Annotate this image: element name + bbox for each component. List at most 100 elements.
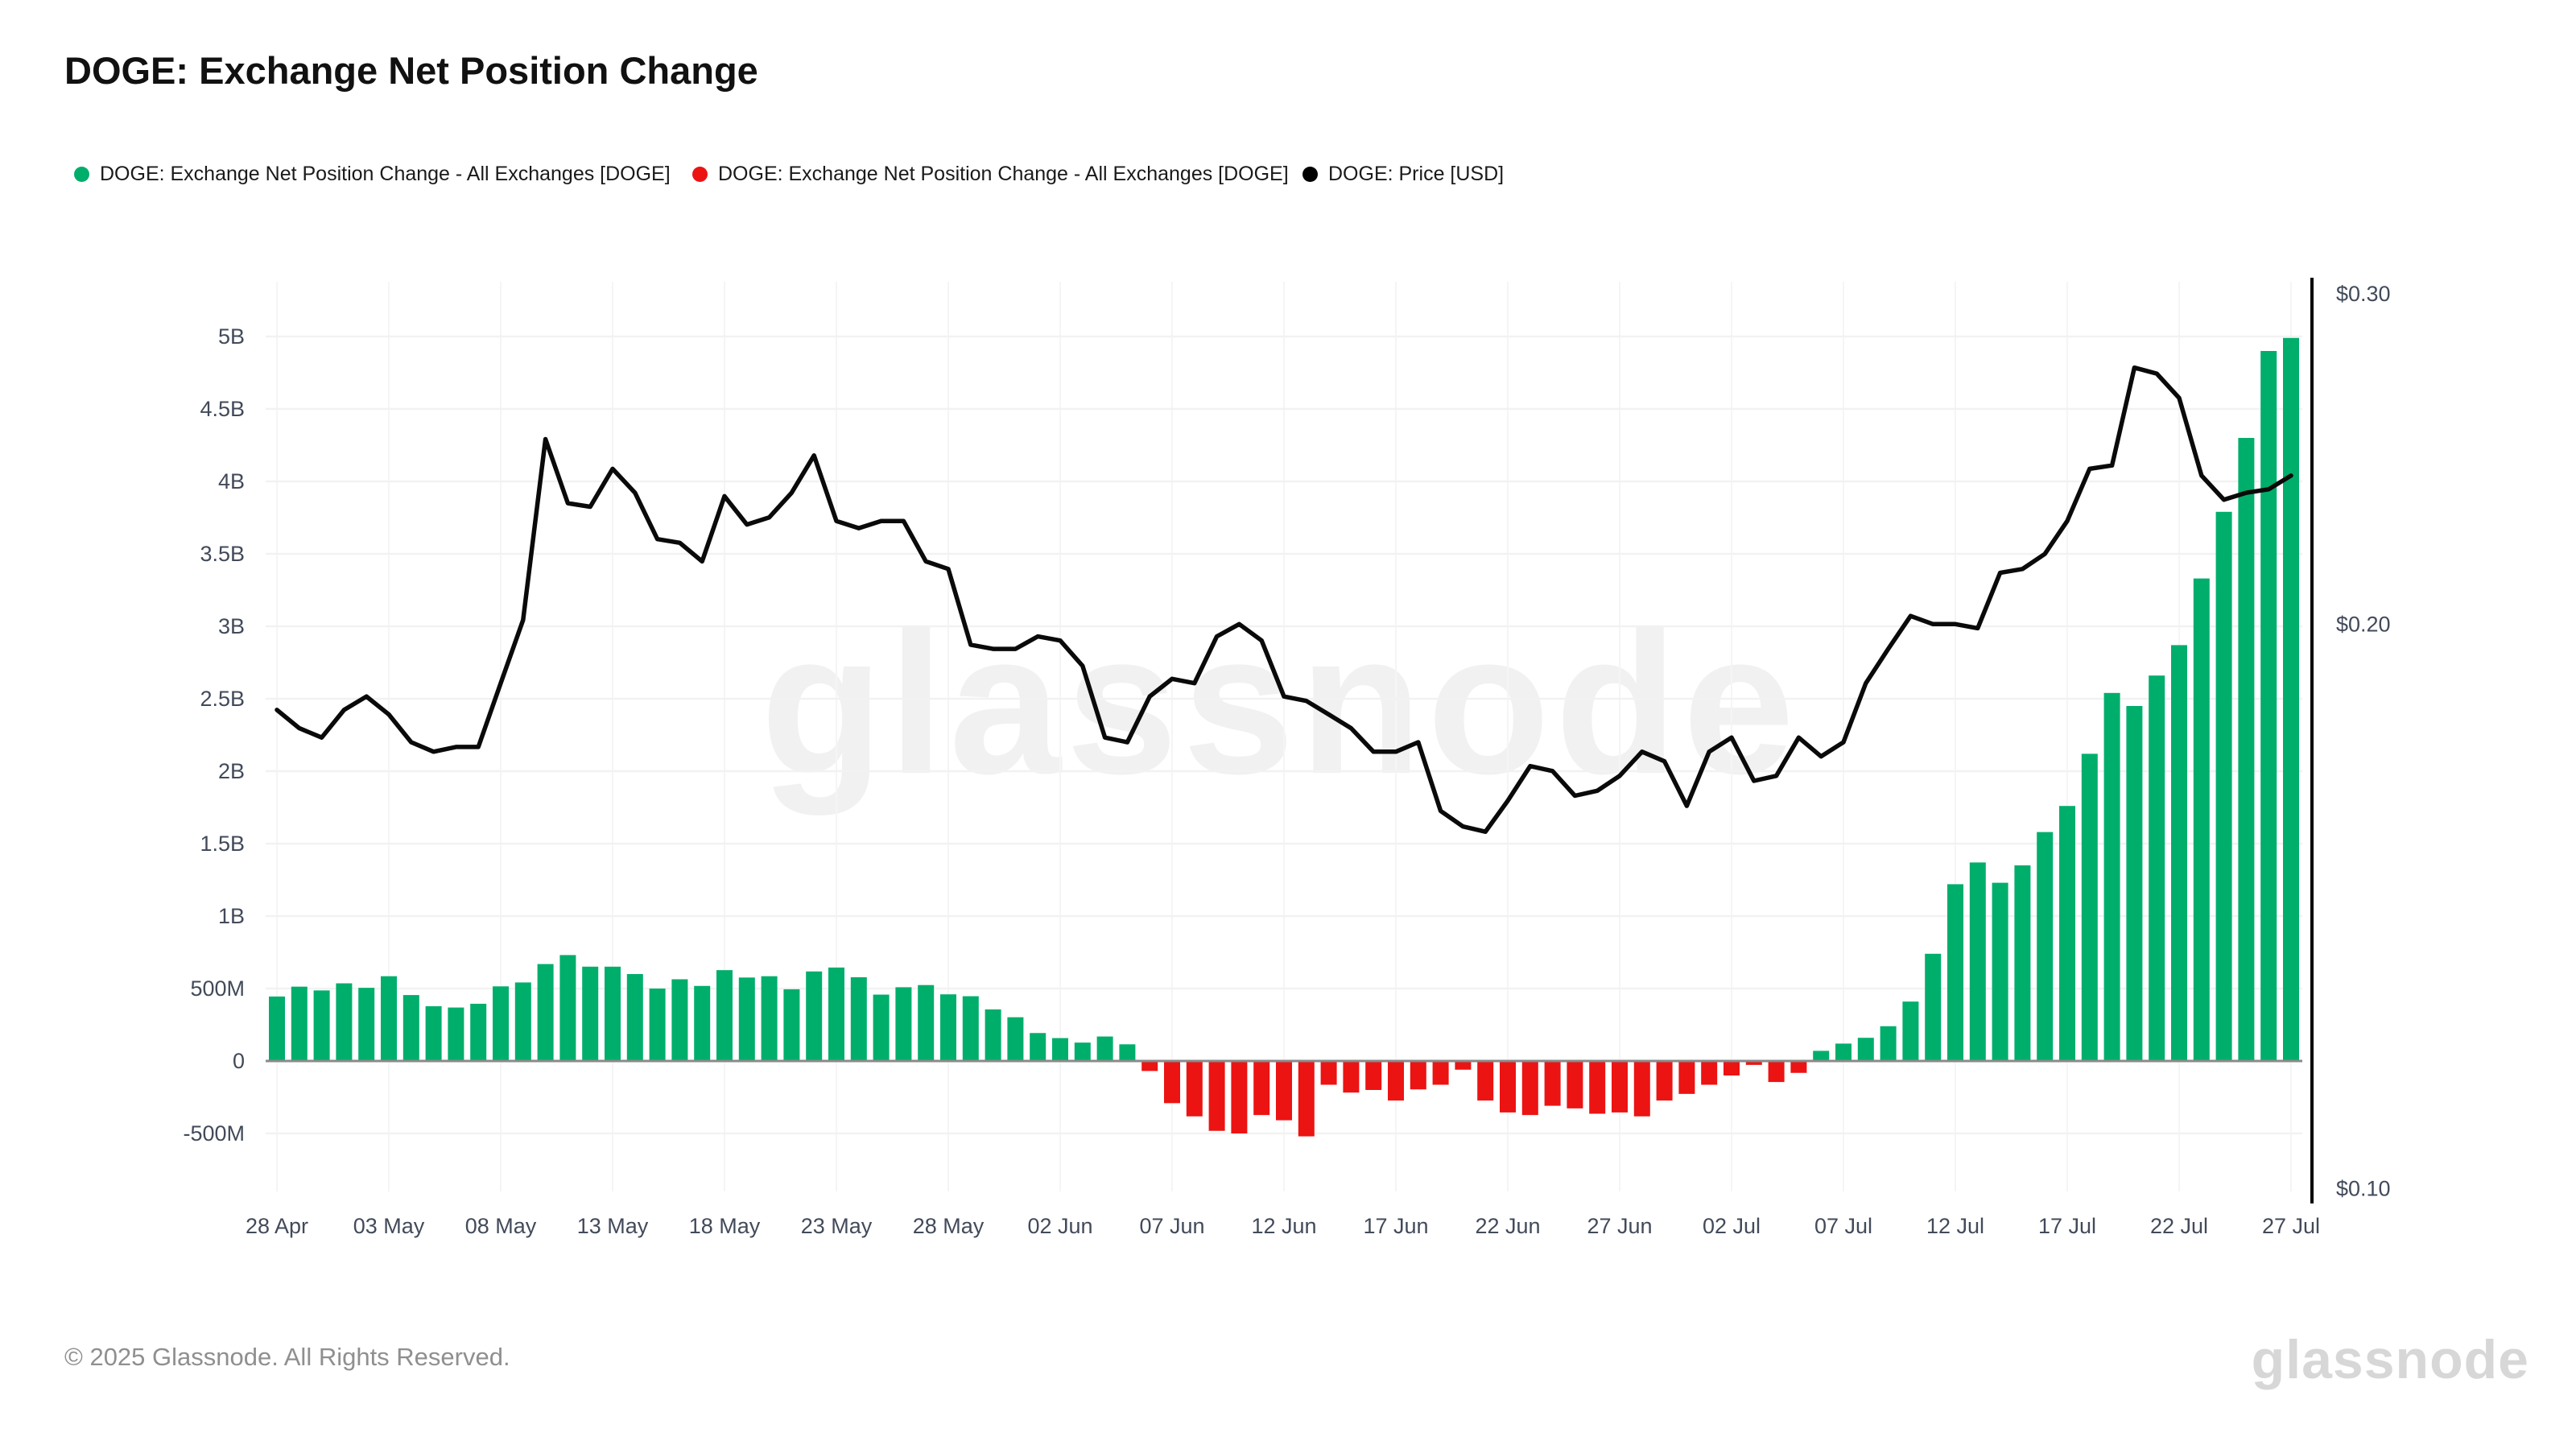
svg-text:02 Jun: 02 Jun bbox=[1027, 1214, 1092, 1238]
bar-day-51 bbox=[1410, 1061, 1426, 1090]
bar-day-37 bbox=[1096, 1036, 1113, 1061]
bar-day-56 bbox=[1521, 1061, 1538, 1116]
bar-day-38 bbox=[1119, 1044, 1136, 1061]
bar-day-78 bbox=[2014, 865, 2031, 1061]
copyright-text: © 2025 Glassnode. All Rights Reserved. bbox=[64, 1343, 510, 1371]
bar-day-43 bbox=[1231, 1061, 1248, 1133]
bar-day-69 bbox=[1813, 1051, 1830, 1061]
svg-text:3.5B: 3.5B bbox=[200, 542, 245, 566]
svg-text:03 May: 03 May bbox=[353, 1214, 425, 1238]
bar-day-15 bbox=[605, 966, 621, 1061]
bar-day-90 bbox=[2283, 337, 2299, 1061]
bar-day-59 bbox=[1589, 1061, 1606, 1114]
svg-text:2.5B: 2.5B bbox=[200, 687, 245, 711]
bar-day-82 bbox=[2103, 692, 2120, 1061]
svg-text:27 Jul: 27 Jul bbox=[2262, 1214, 2320, 1238]
bar-day-22 bbox=[761, 976, 778, 1061]
svg-text:$0.20: $0.20 bbox=[2336, 612, 2391, 636]
svg-text:0: 0 bbox=[233, 1049, 245, 1073]
svg-text:07 Jul: 07 Jul bbox=[1814, 1214, 1872, 1238]
svg-text:18 May: 18 May bbox=[689, 1214, 761, 1238]
net-position-change-bars bbox=[269, 337, 2299, 1137]
bar-day-12 bbox=[537, 964, 554, 1061]
svg-text:22 Jun: 22 Jun bbox=[1475, 1214, 1540, 1238]
price-line bbox=[275, 365, 2293, 834]
bar-day-20 bbox=[716, 970, 733, 1061]
bar-day-68 bbox=[1790, 1061, 1807, 1073]
bar-day-70 bbox=[1835, 1043, 1852, 1061]
svg-text:27 Jun: 27 Jun bbox=[1587, 1214, 1652, 1238]
legend-item-net-position-positive[interactable]: DOGE: Exchange Net Position Change - All… bbox=[74, 158, 671, 190]
svg-text:12 Jun: 12 Jun bbox=[1251, 1214, 1316, 1238]
bar-day-10 bbox=[493, 986, 509, 1061]
svg-text:glassnode: glassnode bbox=[761, 591, 1799, 815]
bar-day-11 bbox=[514, 982, 531, 1061]
bar-day-25 bbox=[828, 967, 844, 1061]
bar-day-4 bbox=[358, 988, 375, 1061]
bar-day-81 bbox=[2081, 753, 2098, 1061]
bar-day-8 bbox=[448, 1007, 464, 1061]
bar-day-9 bbox=[470, 1003, 487, 1061]
svg-text:17 Jun: 17 Jun bbox=[1363, 1214, 1428, 1238]
right-axis-labels: $0.30 $0.20 $0.10 bbox=[2336, 282, 2391, 1201]
bar-day-26 bbox=[850, 976, 867, 1061]
bar-day-88 bbox=[2238, 438, 2255, 1061]
svg-text:13 May: 13 May bbox=[577, 1214, 649, 1238]
bar-day-35 bbox=[1052, 1038, 1068, 1061]
bar-day-89 bbox=[2260, 351, 2277, 1061]
svg-text:$0.30: $0.30 bbox=[2336, 282, 2391, 306]
svg-text:23 May: 23 May bbox=[801, 1214, 873, 1238]
bar-day-16 bbox=[626, 974, 643, 1061]
svg-text:$0.10: $0.10 bbox=[2336, 1177, 2391, 1201]
bar-day-45 bbox=[1276, 1061, 1292, 1121]
x-axis-labels: 28 Apr 03 May 08 May 13 May 18 May 23 May 28 M… bbox=[246, 1214, 2320, 1238]
glassnode-logo: glassnode bbox=[2251, 1329, 2529, 1390]
bar-day-34 bbox=[1030, 1033, 1046, 1061]
svg-text:5B: 5B bbox=[218, 324, 245, 349]
bar-day-86 bbox=[2193, 578, 2210, 1061]
bar-day-62 bbox=[1656, 1061, 1673, 1101]
svg-text:28 May: 28 May bbox=[913, 1214, 985, 1238]
bar-day-75 bbox=[1947, 884, 1963, 1061]
bar-day-48 bbox=[1343, 1061, 1360, 1093]
bar-day-63 bbox=[1678, 1061, 1695, 1094]
bar-day-18 bbox=[671, 979, 688, 1061]
bar-day-58 bbox=[1567, 1061, 1583, 1108]
svg-text:1B: 1B bbox=[218, 904, 245, 928]
bar-day-47 bbox=[1320, 1061, 1337, 1085]
svg-text:500M: 500M bbox=[190, 976, 245, 1001]
bar-day-77 bbox=[1992, 882, 2008, 1061]
bar-day-19 bbox=[694, 985, 711, 1061]
bar-day-31 bbox=[962, 996, 979, 1061]
bar-day-60 bbox=[1612, 1061, 1628, 1113]
bar-day-67 bbox=[1768, 1061, 1785, 1083]
bar-day-64 bbox=[1701, 1061, 1718, 1085]
bar-day-1 bbox=[291, 986, 308, 1061]
legend-item-price[interactable]: DOGE: Price [USD] bbox=[1302, 158, 1504, 190]
svg-text:08 May: 08 May bbox=[465, 1214, 537, 1238]
legend-item-net-position-negative[interactable]: DOGE: Exchange Net Position Change - All… bbox=[692, 158, 1289, 190]
bar-day-85 bbox=[2171, 645, 2187, 1061]
bar-day-87 bbox=[2215, 511, 2232, 1061]
svg-text:-500M: -500M bbox=[183, 1121, 245, 1146]
bar-day-61 bbox=[1633, 1061, 1650, 1117]
bar-day-32 bbox=[985, 1009, 1001, 1061]
bar-day-72 bbox=[1880, 1026, 1897, 1061]
legend-dot-red-icon bbox=[692, 166, 708, 182]
bar-day-65 bbox=[1724, 1061, 1740, 1075]
bar-day-28 bbox=[895, 987, 912, 1061]
bar-day-27 bbox=[873, 994, 890, 1061]
svg-text:12 Jul: 12 Jul bbox=[1926, 1214, 1984, 1238]
bar-day-17 bbox=[649, 989, 666, 1061]
bar-day-36 bbox=[1074, 1042, 1091, 1061]
bar-day-2 bbox=[313, 990, 330, 1061]
bar-day-66 bbox=[1745, 1061, 1762, 1065]
bar-day-3 bbox=[336, 983, 353, 1061]
bar-day-13 bbox=[559, 955, 576, 1061]
chart-watermark: glassnode bbox=[761, 591, 1799, 815]
bar-day-33 bbox=[1007, 1017, 1024, 1061]
bar-day-46 bbox=[1298, 1061, 1315, 1137]
bar-day-24 bbox=[806, 971, 823, 1061]
bar-day-6 bbox=[402, 995, 419, 1061]
